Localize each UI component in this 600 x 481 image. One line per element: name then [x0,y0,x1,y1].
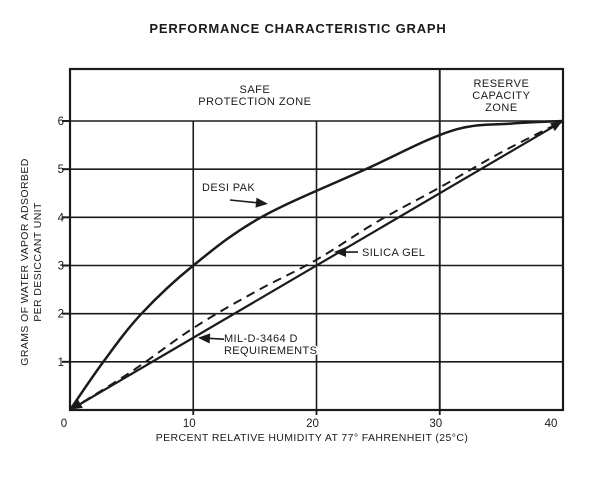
x-tick-label-10: 10 [183,418,196,430]
y-tick-label-4: 4 [58,212,65,224]
y-tick-label-2: 2 [58,309,64,321]
annotation-mil-d-3464-d-requirements-label-line-2: REQUIREMENTS [224,345,317,357]
plot-border [68,67,565,412]
zone-label-reserve-capacity-zone-line-3: ZONE [485,102,518,114]
series-mil-d-3464-d-requirements-start-arrowhead [71,399,83,410]
series-desi-pak-line [68,119,564,411]
x-tick-label-0: 0 [61,418,67,430]
y-tick-label-3: 3 [58,261,64,273]
y-tick-label-6: 6 [58,116,64,128]
annotation-silica-gel-arrowhead [334,246,347,258]
annotation-mil-d-3464-d-requirements-label-line-1: MIL-D-3464 D [224,333,298,345]
x-tick-label-20: 20 [306,418,319,430]
y-tick-label-1: 1 [58,357,64,369]
series-silica-gel-line [69,120,564,411]
y-axis-title-line-2: PER DESICCANT UNIT [32,202,44,322]
series-mil-d-3464-d-requirements-end-arrowhead [550,121,562,132]
y-tick-label-5: 5 [58,164,64,176]
annotation-silica-gel-label-line-1: SILICA GEL [362,247,425,259]
x-axis-title: PERCENT RELATIVE HUMIDITY AT 77° FAHRENH… [156,432,469,444]
zone-label-safe-protection-zone-line-1: SAFE [240,84,271,96]
annotation-desi-pak-arrowhead [255,197,268,208]
zone-label-reserve-capacity-zone-line-1: RESERVE [473,78,529,90]
zone-label-safe-protection-zone-line-2: PROTECTION ZONE [198,96,311,108]
series-mil-d-3464-d-requirements-line [69,120,564,411]
annotation-desi-pak-label-line-1: DESI PAK [202,182,255,194]
chart-title: PERFORMANCE CHARACTERISTIC GRAPH [149,21,446,36]
x-tick-label-40: 40 [545,418,558,430]
zone-label-reserve-capacity-zone-line-2: CAPACITY [472,90,530,102]
annotation-mil-d-3464-d-requirements-arrowhead [197,333,211,344]
x-tick-label-30: 30 [429,418,442,430]
y-axis-title-line-1: GRAMS OF WATER VAPOR ADSORBED [19,158,31,365]
